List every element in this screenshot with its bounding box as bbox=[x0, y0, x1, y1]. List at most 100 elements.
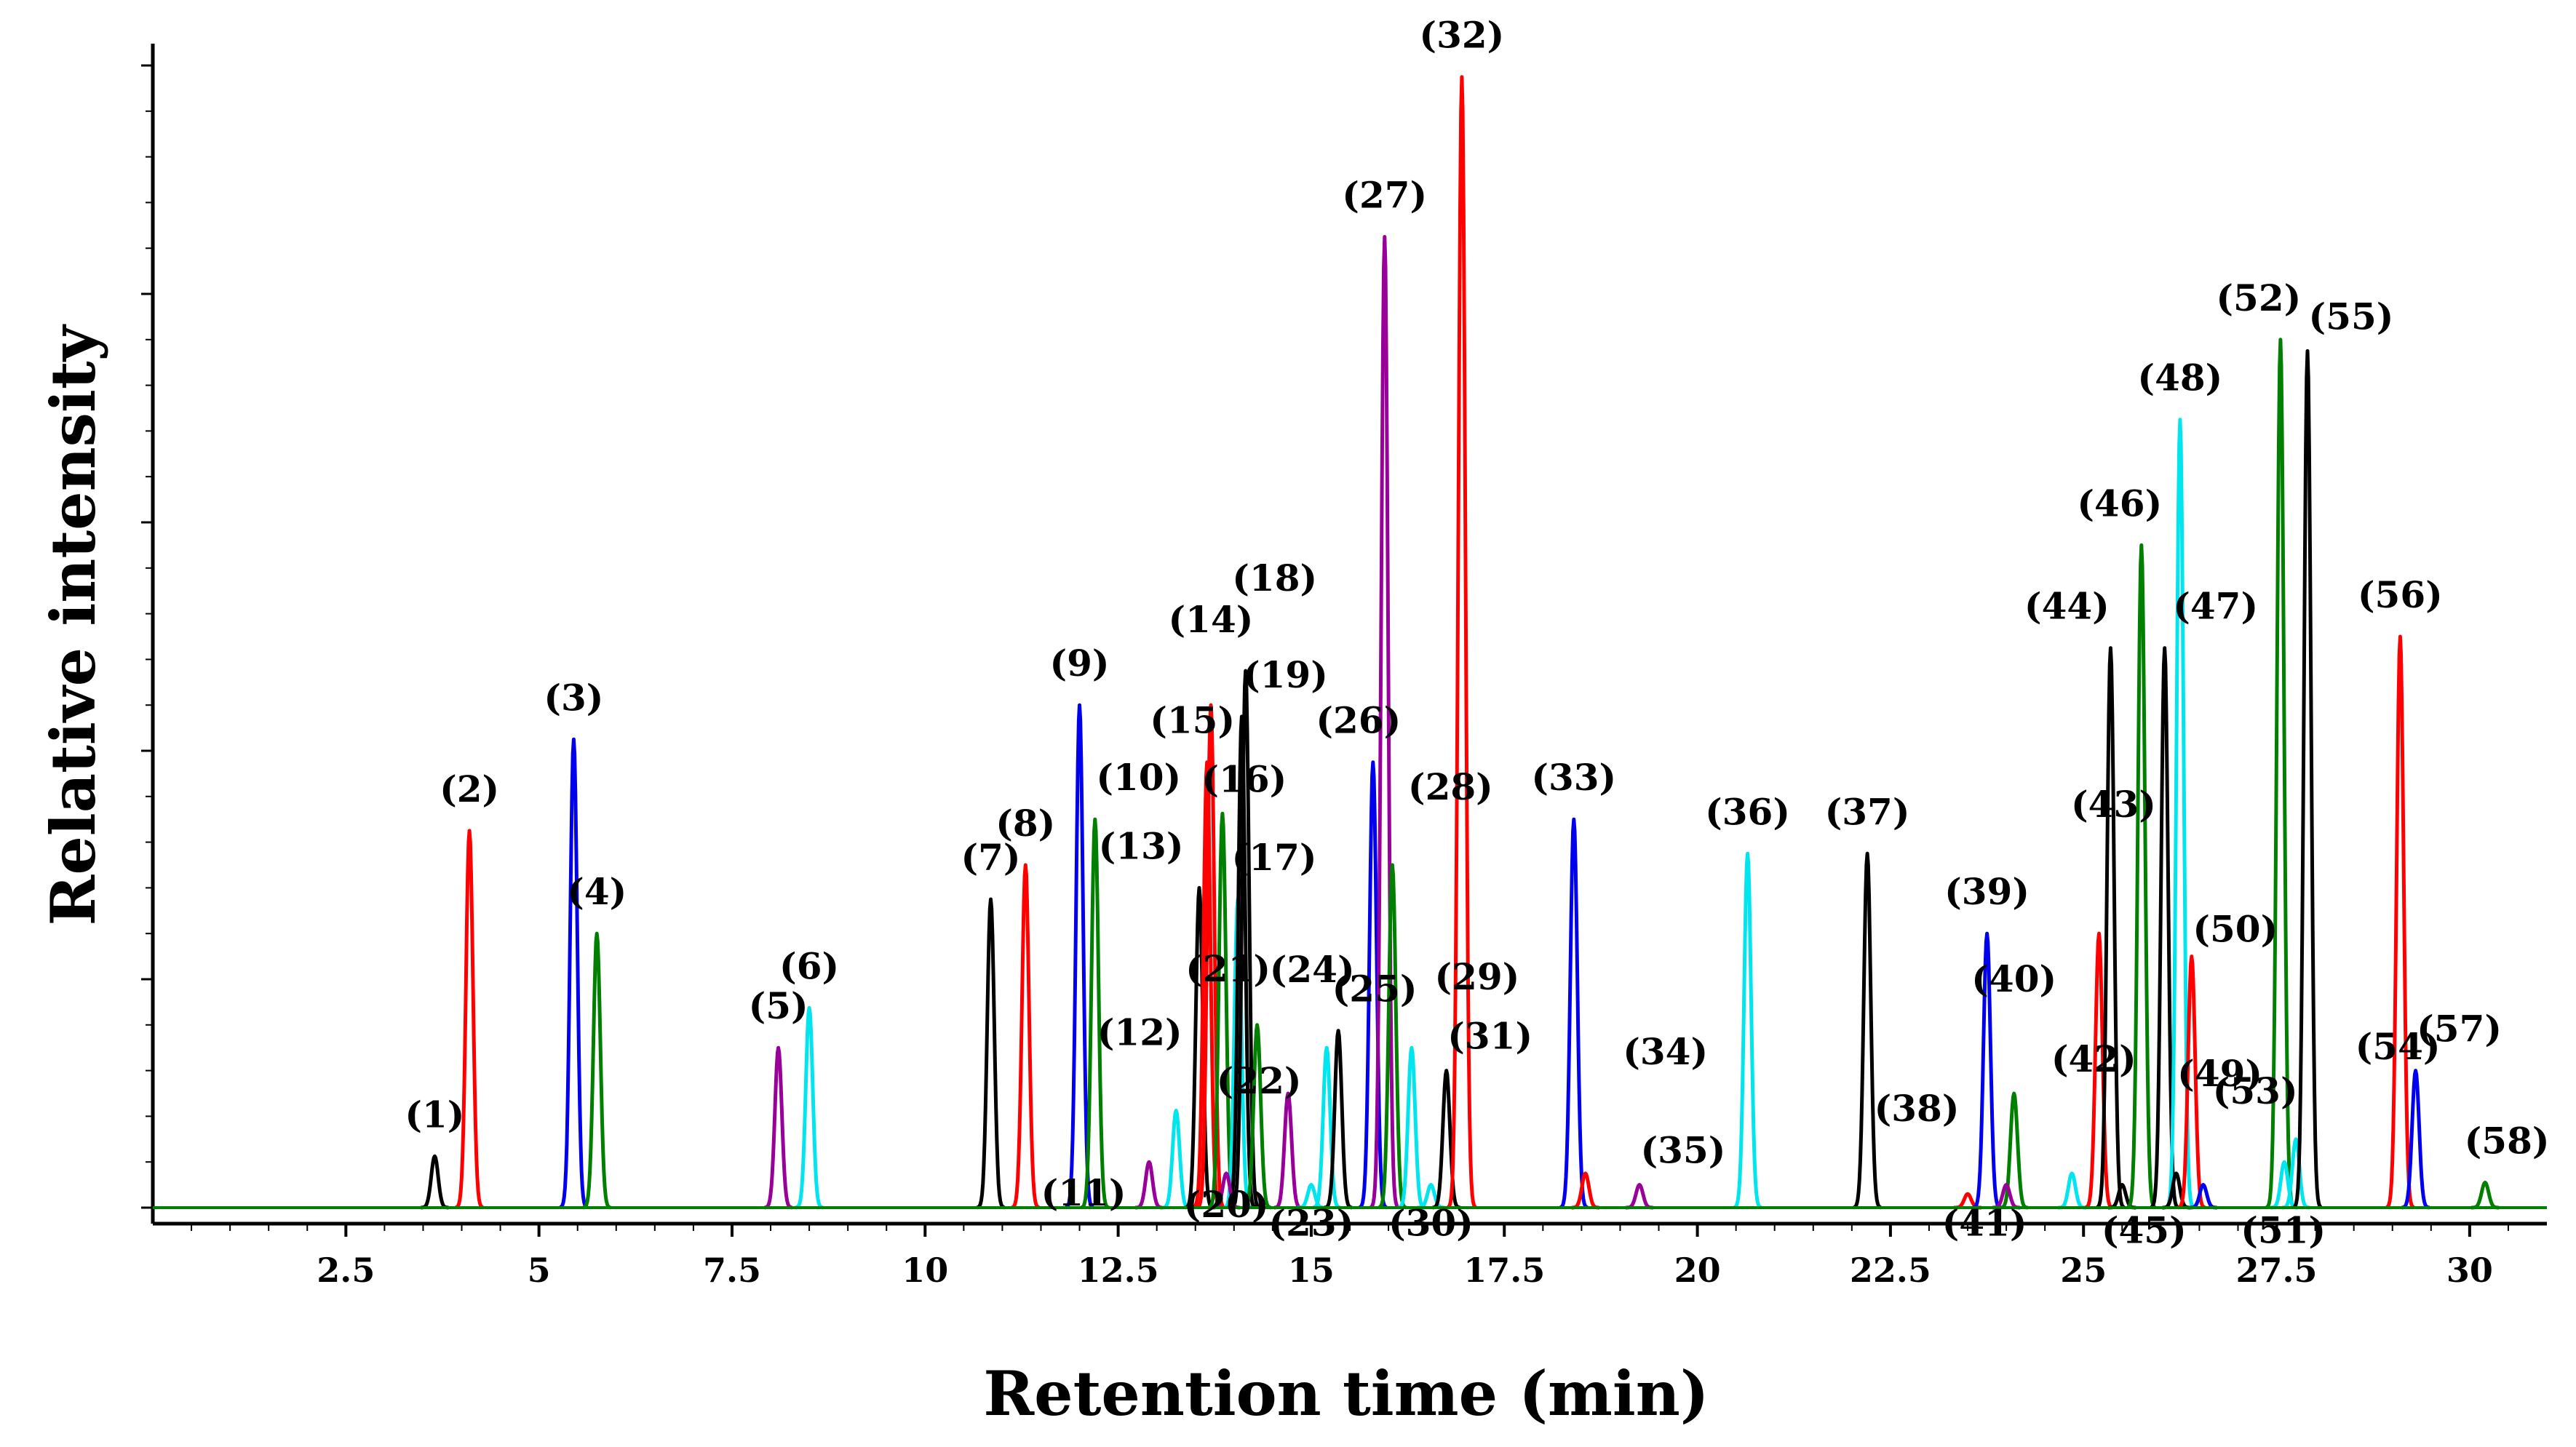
peak-label: (49) bbox=[2177, 1052, 2262, 1095]
x-tick-label: 22.5 bbox=[1850, 1251, 1931, 1290]
peak-trace bbox=[1431, 1069, 1462, 1210]
peak-trace bbox=[976, 897, 1006, 1210]
peak-trace bbox=[1065, 703, 1094, 1210]
peak-label: (6) bbox=[779, 944, 839, 987]
peak-trace bbox=[2126, 543, 2157, 1210]
peak-label: (43) bbox=[2071, 783, 2156, 826]
peak-label: (15) bbox=[1150, 699, 1235, 742]
peak-label: (39) bbox=[1944, 870, 2030, 913]
x-axis-title: Retention time (min) bbox=[983, 1358, 1709, 1430]
peak-label: (54) bbox=[2356, 1025, 2441, 1068]
peak-trace bbox=[1231, 669, 1261, 1210]
x-tick-label: 5 bbox=[528, 1251, 551, 1290]
y-ticks bbox=[141, 64, 153, 1209]
peak-trace bbox=[1396, 1045, 1427, 1210]
peak-trace bbox=[1161, 1109, 1191, 1210]
peak-trace bbox=[1559, 817, 1589, 1210]
peak-label: (27) bbox=[1342, 174, 1427, 217]
peak-label: (11) bbox=[1041, 1171, 1126, 1214]
peak-trace bbox=[1733, 851, 1762, 1210]
peak-label: (29) bbox=[1434, 955, 1519, 998]
peak-label: (32) bbox=[1419, 14, 1504, 57]
peak-trace bbox=[1624, 1183, 1655, 1210]
y-axis-title: Relative intensity bbox=[37, 324, 109, 925]
peak-trace bbox=[2056, 1171, 2087, 1210]
peak-label: (10) bbox=[1096, 756, 1181, 799]
peak-trace bbox=[1080, 817, 1110, 1210]
peak-trace bbox=[1323, 1029, 1353, 1210]
peak-label: (45) bbox=[2102, 1209, 2187, 1252]
peak-label: (17) bbox=[1232, 836, 1317, 879]
peak-trace bbox=[1192, 760, 1223, 1210]
peak-label: (53) bbox=[2213, 1069, 2298, 1112]
peak-trace bbox=[1972, 931, 2002, 1210]
peak-label: (38) bbox=[1875, 1087, 1960, 1130]
peak-label: (33) bbox=[1531, 756, 1616, 799]
peak-trace bbox=[2165, 418, 2195, 1209]
peak-label: (19) bbox=[1243, 653, 1328, 696]
peak-trace bbox=[420, 1154, 450, 1210]
peak-label: (2) bbox=[440, 768, 499, 810]
peak-trace bbox=[2150, 646, 2180, 1210]
x-tick-label: 12.5 bbox=[1078, 1251, 1159, 1290]
x-tick-label: 25 bbox=[2060, 1251, 2107, 1290]
peak-label: (23) bbox=[1268, 1202, 1353, 1245]
peak-trace bbox=[559, 737, 589, 1210]
x-tick-label: 20 bbox=[1674, 1251, 1721, 1290]
peak-label: (46) bbox=[2077, 482, 2162, 525]
peak-label: (50) bbox=[2193, 908, 2278, 951]
peak-label: (56) bbox=[2358, 573, 2443, 616]
peak-label: (51) bbox=[2241, 1209, 2326, 1252]
x-tick-label: 17.5 bbox=[1463, 1251, 1545, 1290]
peak-trace bbox=[1273, 1091, 1303, 1210]
peak-label: (20) bbox=[1184, 1183, 1269, 1226]
peak-trace bbox=[2385, 634, 2415, 1210]
x-tick-label: 15 bbox=[1288, 1251, 1335, 1290]
peak-trace bbox=[1010, 863, 1041, 1210]
peak-label: (57) bbox=[2417, 1008, 2502, 1051]
x-tick-label: 2.5 bbox=[317, 1251, 375, 1290]
peak-label: (52) bbox=[2216, 276, 2301, 319]
peak-label: (21) bbox=[1185, 947, 1271, 990]
peak-label: (22) bbox=[1217, 1059, 1302, 1102]
peak-label: (58) bbox=[2465, 1119, 2550, 1162]
peak-label: (35) bbox=[1641, 1129, 1726, 1172]
x-ticks: 2.5 5 7.5 10 12.5 15 17.5 20 22.5 25 27.5 30 bbox=[191, 1224, 2509, 1290]
peak-trace bbox=[2281, 1137, 2311, 1210]
peak-label: (55) bbox=[2309, 295, 2394, 338]
peak-label: (40) bbox=[1971, 957, 2056, 1000]
peak-trace bbox=[1184, 885, 1215, 1210]
peak-trace bbox=[1242, 1023, 1273, 1210]
x-tick-label: 10 bbox=[902, 1251, 948, 1290]
peak-trace bbox=[794, 1005, 824, 1210]
peak-label: (48) bbox=[2137, 356, 2222, 399]
peak-trace bbox=[1852, 851, 1883, 1210]
peak-label: (42) bbox=[2051, 1037, 2136, 1080]
peak-trace bbox=[454, 829, 485, 1210]
peak-trace bbox=[581, 931, 612, 1210]
x-tick-label: 27.5 bbox=[2236, 1251, 2318, 1290]
peak-trace bbox=[2084, 931, 2114, 1210]
peak-trace bbox=[2269, 1160, 2299, 1210]
peak-trace bbox=[1370, 235, 1400, 1209]
peak-label: (36) bbox=[1705, 790, 1790, 833]
peak-trace bbox=[2177, 954, 2207, 1210]
peak-trace bbox=[1134, 1160, 1164, 1210]
peak-label: (12) bbox=[1097, 1011, 1182, 1054]
peak-label: (30) bbox=[1388, 1202, 1474, 1245]
peak-label: (16) bbox=[1201, 757, 1287, 800]
peak-trace bbox=[1378, 863, 1407, 1210]
peak-trace bbox=[1311, 1045, 1342, 1210]
peak-label: (3) bbox=[544, 676, 603, 719]
peak-label: (31) bbox=[1447, 1015, 1533, 1058]
peak-label: (18) bbox=[1232, 557, 1317, 599]
peak-label: (13) bbox=[1099, 824, 1184, 867]
peak-label: (8) bbox=[995, 802, 1055, 845]
x-tick-label: 7.5 bbox=[703, 1251, 761, 1290]
peak-label: (44) bbox=[2024, 585, 2110, 628]
peak-label: (5) bbox=[749, 984, 808, 1027]
peak-labels: (1)(2)(3)(4)(5)(6)(7)(8)(9)(10)(11)(12)(… bbox=[405, 14, 2549, 1252]
peak-label: (24) bbox=[1270, 948, 1355, 991]
peak-trace bbox=[1999, 1091, 2030, 1210]
